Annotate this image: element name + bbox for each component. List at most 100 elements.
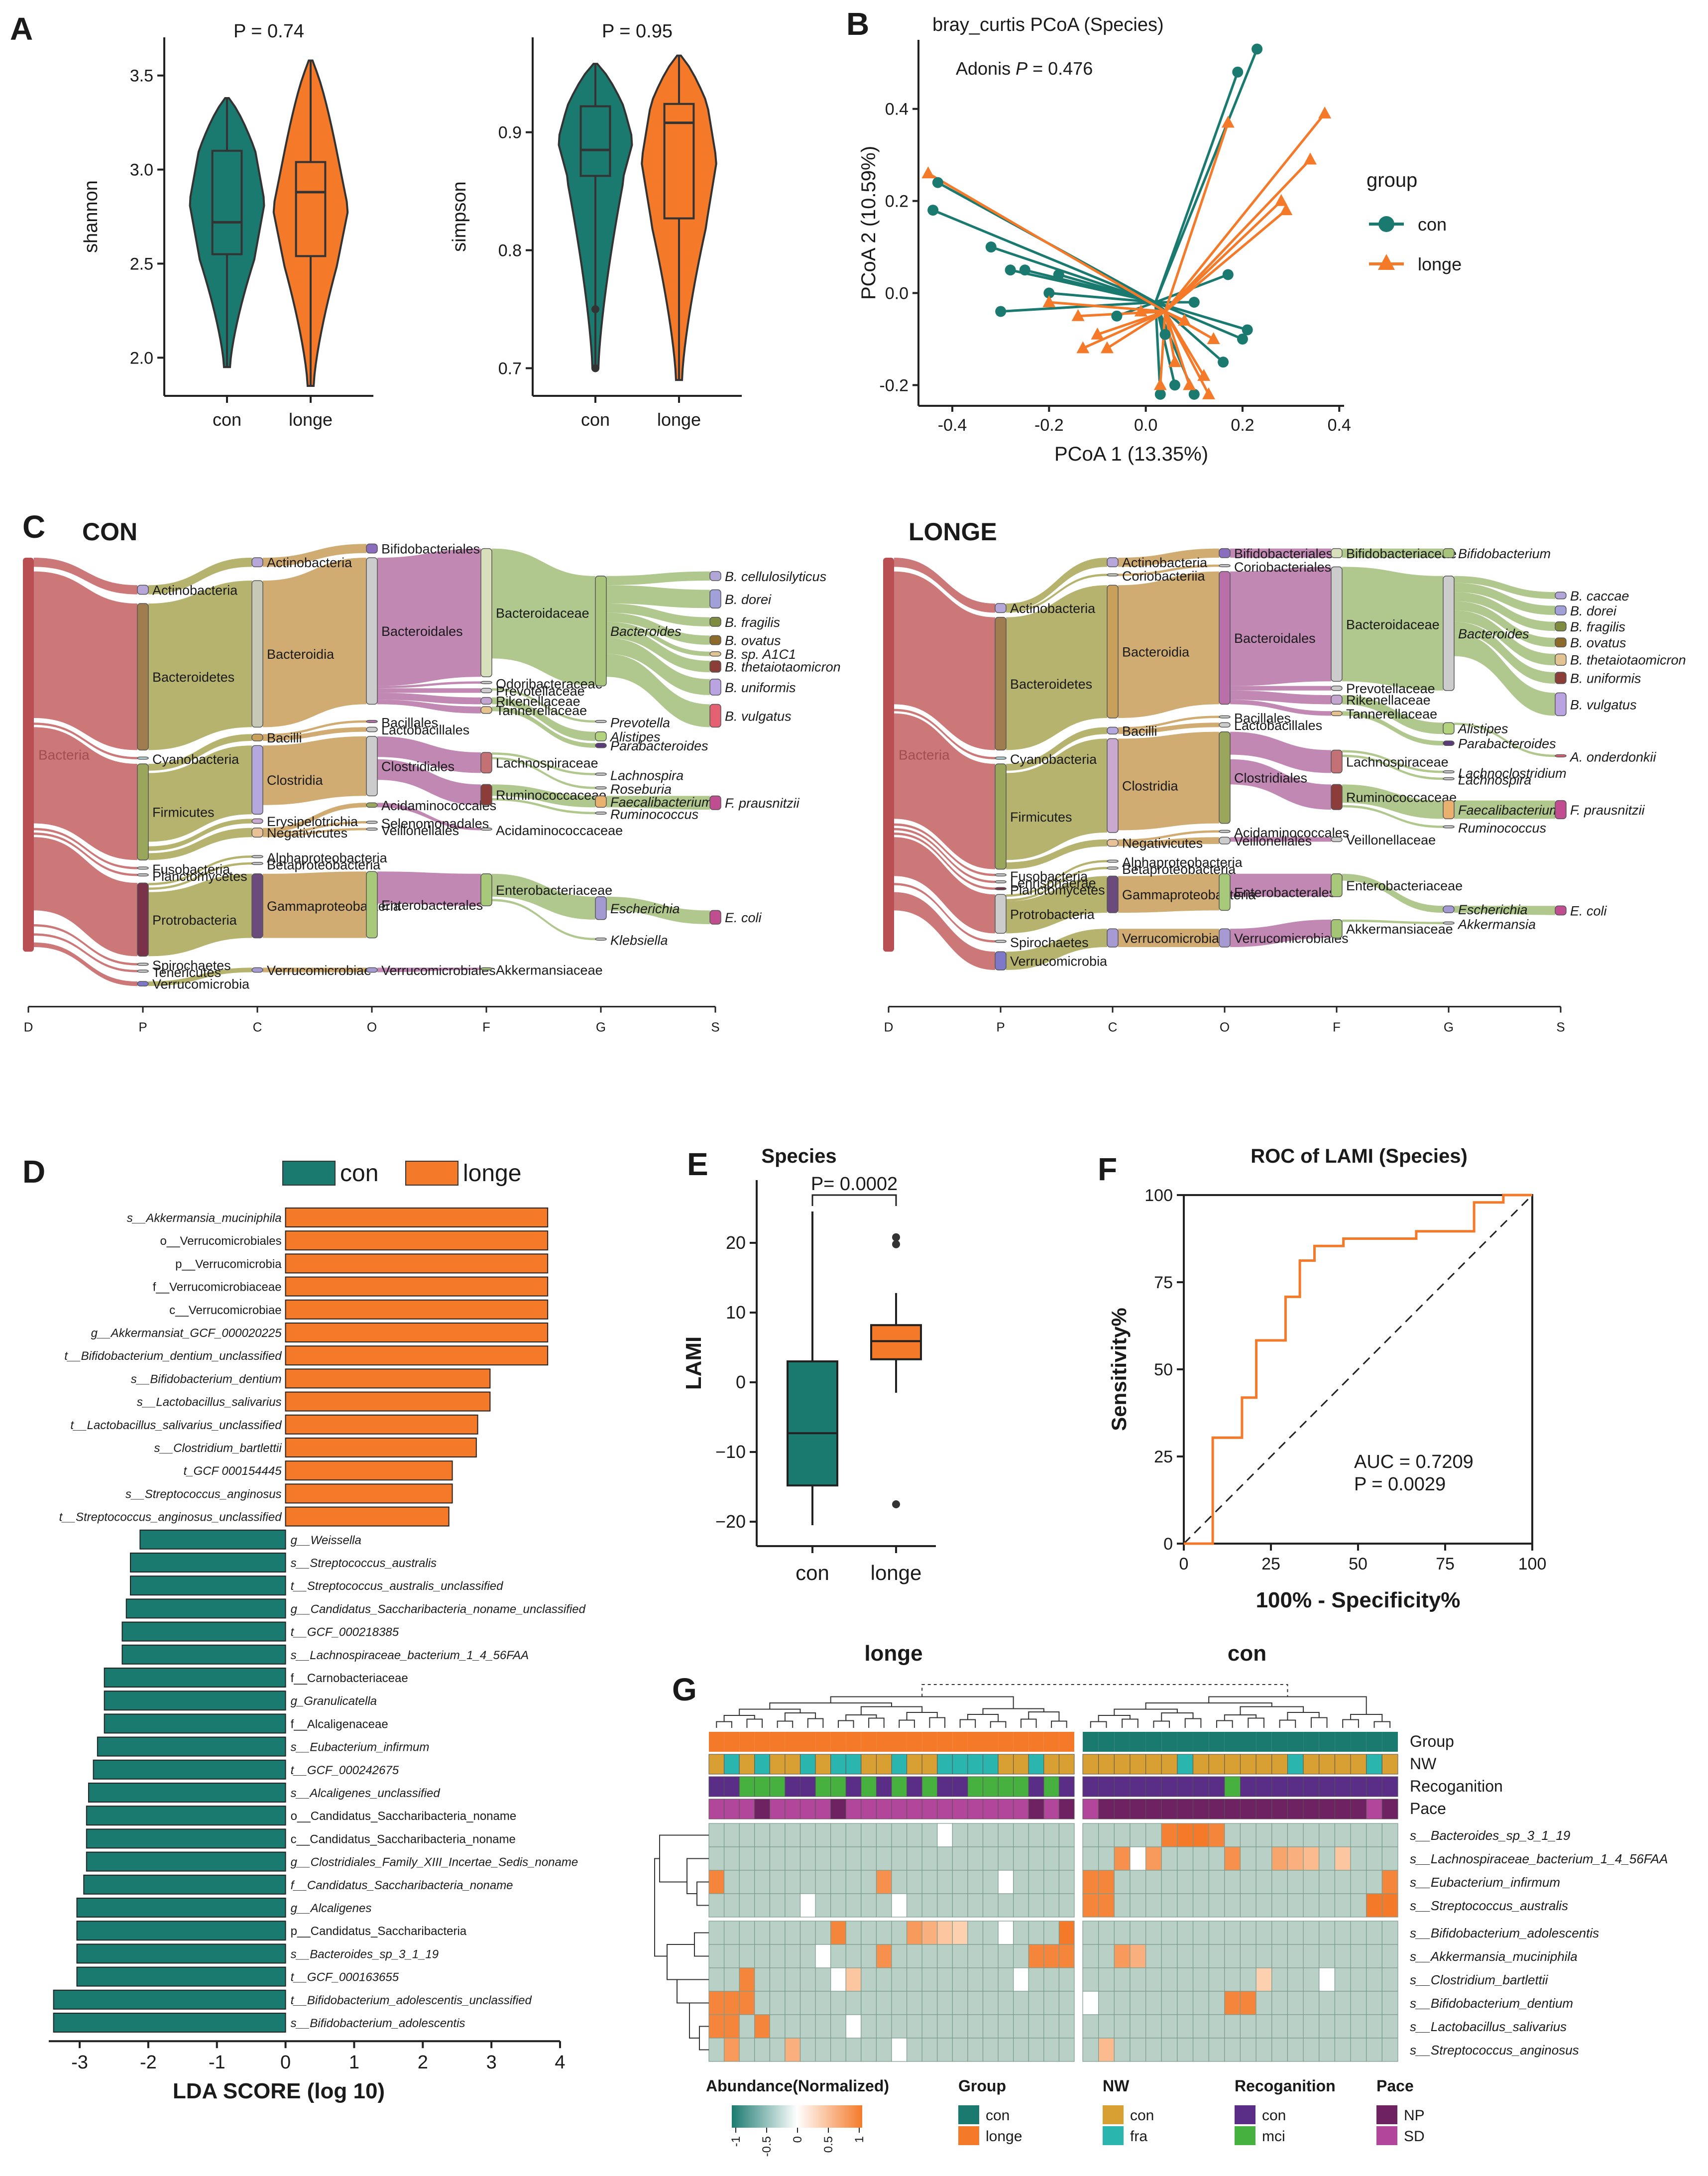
heatmap-cell: [1161, 1870, 1178, 1894]
annot-group-cell: [1114, 1732, 1130, 1752]
annot-recognition-cell: [921, 1776, 938, 1797]
sankey-node-label: Bacteroidetes: [152, 670, 234, 685]
heatmap-cell: [876, 1921, 892, 1945]
sankey-flow: [606, 896, 710, 924]
heatmap-cell: [1043, 1991, 1060, 2015]
y-tick-label: 3.0: [130, 161, 153, 180]
annot-nw-cell: [785, 1754, 800, 1775]
sankey-flow: [34, 933, 137, 972]
heatmap-cell: [799, 1991, 816, 2015]
annotation-label: Recoganition: [1410, 1777, 1503, 1795]
heatmap-cell: [1013, 1823, 1029, 1847]
heatmap-cell: [769, 1870, 786, 1894]
heatmap-row-label: s__Bifidobacterium_adolescentis: [1410, 1926, 1599, 1940]
sankey-node-label: Actinobacteria: [267, 555, 352, 570]
lda-bar-label: t__Streptococcus_australis_unclassified: [291, 1579, 504, 1593]
sankey-node-label: Lactobacillales: [1234, 718, 1322, 733]
x-tick-label: -2: [140, 2052, 157, 2073]
heatmap-cell: [1255, 1870, 1272, 1894]
box-longe: [870, 1324, 922, 1360]
heatmap-cell: [982, 2014, 999, 2039]
heatmap-cell: [723, 1967, 740, 1992]
heatmap-cell: [799, 1846, 816, 1871]
heatmap-cell: [876, 1846, 892, 1871]
panel-e: E Species −20 −10 0 10 20 LAMI con longe P= 0.0002: [682, 1145, 936, 1584]
heatmap-cell: [1208, 1921, 1225, 1945]
sankey-node-label: Spirochaetes: [152, 958, 231, 973]
row-dendrogram-branch: [686, 1858, 709, 1894]
heatmap-cell: [876, 1823, 892, 1847]
lda-bar-label: f__Candidatus_Saccharibacteria_noname: [291, 1879, 513, 1892]
sankey-flow: [606, 604, 710, 626]
sankey-node: [709, 616, 721, 627]
sankey-node: [709, 704, 721, 728]
heatmap-cell: [967, 1823, 984, 1847]
longe-point: [1183, 378, 1196, 390]
sankey-node-label: Bifidobacteriaceae: [1346, 546, 1457, 561]
heatmap-cell: [906, 1893, 922, 1918]
heatmap-cell: [845, 1870, 862, 1894]
heatmap-cell: [1350, 1893, 1367, 1918]
sankey-flow: [1006, 867, 1107, 901]
heatmap-group-title-con: con: [1228, 1641, 1266, 1666]
annot-nw-cell: [1098, 1754, 1115, 1775]
annot-nw-cell: [1366, 1754, 1382, 1775]
con-point: [1169, 379, 1180, 391]
annot-nw-cell: [1114, 1754, 1131, 1775]
heatmap-cell: [1028, 2014, 1044, 2039]
sankey-node-label: Akkermansia: [1457, 917, 1536, 932]
heatmap-cell: [739, 1846, 755, 1871]
heatmap-cell: [1271, 1823, 1288, 1847]
annot-recognition-cell: [1334, 1776, 1351, 1797]
longe-spider-line: [1082, 310, 1166, 350]
lda-bar: [130, 1575, 286, 1596]
p-value-label: P = 0.95: [602, 21, 673, 42]
sankey-node: [251, 828, 263, 838]
annot-group-cell: [815, 1732, 831, 1752]
lda-bar-label: o__Candidatus_Saccharibacteria_noname: [291, 1810, 517, 1823]
longe-point: [1221, 116, 1235, 128]
heatmap-cell: [1177, 1944, 1194, 1968]
heatmap-cell: [1366, 1823, 1382, 1847]
heatmap-cell: [1028, 1967, 1044, 1992]
dendrogram-branch: [1122, 1718, 1139, 1728]
heatmap-cell: [1161, 1823, 1178, 1847]
legend-title: group: [1366, 169, 1417, 191]
heatmap-cell: [754, 1823, 770, 1847]
heatmap-cell: [921, 1846, 938, 1871]
sankey-node: [595, 937, 607, 941]
con-spider-line: [990, 245, 1156, 304]
roc-curve: [1184, 1194, 1532, 1545]
sankey-node: [366, 543, 378, 554]
lda-bar: [285, 1253, 549, 1274]
sankey-node: [995, 763, 1007, 870]
sankey-flow: [492, 873, 595, 920]
annot-group-cell: [1271, 1732, 1288, 1752]
heatmap-cell: [876, 1944, 892, 1968]
heatmap-cell: [1381, 2038, 1398, 2062]
sankey-flow: [1118, 548, 1219, 567]
x-tick-label: 0.0: [1134, 416, 1157, 435]
annot-nw-cell: [1240, 1754, 1256, 1775]
annot-group-cell: [739, 1732, 755, 1752]
sankey-node: [480, 828, 492, 831]
sankey-node-label: B. uniformis: [725, 680, 796, 695]
sankey-node-label: Verrucomicrobiales: [381, 963, 496, 978]
heatmap-cell: [1240, 2038, 1256, 2062]
sankey-flow: [1006, 574, 1107, 613]
heatmap-cell: [952, 1870, 968, 1894]
annot-recognition-cell: [1114, 1776, 1131, 1797]
lda-bar-label: s__Akkermansia_muciniphila: [127, 1211, 282, 1225]
annot-pace-cell: [739, 1799, 755, 1819]
annotation-label: Group: [1410, 1732, 1454, 1750]
sankey-node-label: Akkermansiaceae: [496, 963, 603, 977]
heatmap-cell: [891, 1967, 908, 1992]
heatmap-cell: [861, 1967, 877, 1992]
sankey-node: [595, 795, 607, 808]
sankey-flow: [34, 942, 137, 986]
heatmap-cell: [1043, 1870, 1060, 1894]
longe-spider-line: [1164, 200, 1282, 313]
annot-pace-cell: [1082, 1799, 1099, 1819]
sankey-node-label: Prevotellaceae: [1346, 681, 1435, 696]
heatmap-cell: [708, 1967, 725, 1992]
